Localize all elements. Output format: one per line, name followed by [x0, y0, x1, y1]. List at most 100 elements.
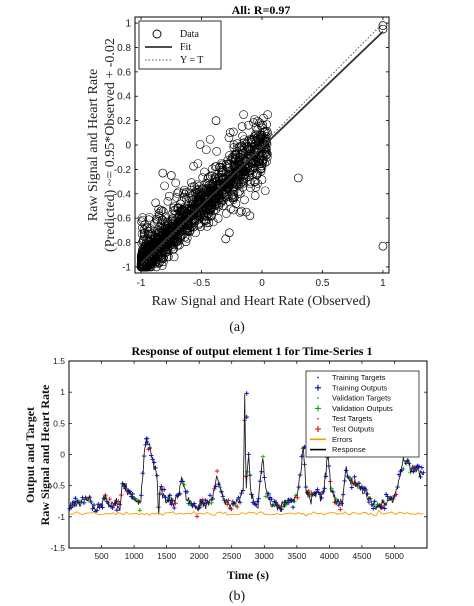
data-point: [137, 229, 147, 239]
data-point: [244, 172, 254, 182]
data-point: [229, 127, 238, 137]
data-point: [205, 135, 215, 144]
data-point: [154, 208, 164, 218]
data-point: [245, 145, 255, 154]
data-point: [207, 211, 216, 220]
chart-a-legend: Data Fit Y = T: [138, 20, 222, 70]
data-point: [202, 185, 211, 195]
y-tick-label: 1: [60, 387, 65, 397]
output-marker: [283, 502, 289, 508]
data-point: [252, 133, 262, 143]
chart-a-ylabel-line2: (Predicted) ~= 0.95*Observed + -0.02: [103, 38, 118, 252]
data-point: [248, 159, 258, 168]
data-point: [258, 120, 268, 130]
output-marker: [151, 460, 157, 465]
data-point: [249, 118, 258, 127]
outlier-point: [211, 116, 221, 125]
chart-b-xlabel: Time (s): [227, 568, 269, 582]
data-point: [238, 131, 247, 141]
y-tick-label: 0.6: [117, 67, 131, 78]
data-point: [243, 157, 252, 166]
data-point: [215, 182, 225, 191]
data-point: [175, 222, 185, 232]
outlier-point: [241, 207, 251, 217]
data-point: [139, 247, 148, 257]
x-tick-label: 5000: [385, 551, 404, 561]
data-point: [160, 181, 169, 191]
y-tick-label: 0.8: [117, 43, 131, 54]
data-point: [260, 186, 270, 196]
data-point: [207, 171, 217, 180]
y-tick-label: 1.5: [53, 356, 65, 366]
chart-b-ylabel-line1: Output and Target: [23, 407, 37, 503]
data-point: [235, 152, 245, 162]
data-point: [191, 228, 200, 238]
output-marker: [419, 465, 425, 470]
y-tick-label: -0.6: [114, 214, 132, 225]
data-point: [200, 167, 209, 177]
output-marker: [224, 502, 230, 507]
data-point: [169, 202, 179, 211]
data-point: [153, 215, 162, 225]
output-marker: [100, 505, 105, 510]
output-marker: [401, 466, 406, 472]
chart-b-title: Response of output element 1 for Time-Se…: [132, 344, 373, 358]
data-point: [192, 180, 202, 190]
outlier-point: [158, 168, 168, 178]
chart-a-data-points: [136, 21, 388, 272]
data-point: [250, 191, 260, 200]
data-point: [154, 247, 163, 257]
data-point: [142, 234, 152, 243]
y-tick-label: -0.8: [114, 238, 132, 249]
data-point: [139, 225, 149, 234]
output-marker: [290, 504, 296, 510]
data-point: [261, 147, 271, 157]
output-marker: [372, 499, 377, 504]
output-marker: [214, 468, 220, 474]
output-marker: [352, 474, 357, 480]
chart-b: Response of output element 1 for Time-Se…: [23, 344, 428, 604]
data-point: [259, 113, 268, 123]
data-point: [138, 213, 147, 222]
legend-data-label: Data: [180, 29, 199, 40]
data-point: [180, 189, 190, 199]
data-point: [188, 203, 197, 213]
output-marker: [234, 504, 240, 510]
data-point: [251, 123, 261, 133]
data-point: [263, 129, 272, 138]
x-tick-label: 4500: [352, 551, 371, 561]
data-point: [210, 162, 220, 171]
legend-label: Training Outputs: [332, 383, 387, 392]
data-point: [252, 170, 262, 180]
y-tick-label: 0: [125, 141, 131, 152]
data-point: [245, 166, 255, 175]
legend-label: Errors: [332, 435, 353, 444]
x-tick-label: -1: [137, 278, 146, 289]
legend-label: Test Targets: [332, 414, 373, 423]
legend-label: Validation Outputs: [332, 404, 393, 413]
chart-a-caption: (a): [229, 320, 245, 335]
legend-label: Validation Targets: [332, 394, 391, 403]
data-point: [159, 237, 168, 246]
output-marker: [107, 496, 112, 502]
x-tick-label: 3500: [287, 551, 306, 561]
legend-label: Training Targets: [332, 373, 386, 382]
chart-a: All: R=0.97 -1 -0.5 0 0.5 1 -1 -0.8 -0.6 -0.4 -0.…: [86, 3, 390, 335]
data-point: [208, 217, 218, 227]
data-point: [225, 128, 235, 137]
legend-swatch: [315, 426, 321, 432]
data-point: [246, 136, 256, 145]
output-marker: [229, 506, 234, 512]
data-point: [174, 224, 183, 234]
data-point: [224, 133, 234, 142]
output-marker: [260, 454, 266, 459]
y-tick-label: 0.4: [117, 92, 131, 103]
data-point: [235, 142, 245, 151]
data-point: [249, 158, 259, 168]
y-tick-label: -0.4: [114, 189, 132, 200]
x-tick-label: 0.5: [316, 278, 330, 289]
chart-b-ylabel-line2: Raw Signal and Heart Rate: [38, 384, 52, 525]
data-point: [226, 204, 236, 213]
